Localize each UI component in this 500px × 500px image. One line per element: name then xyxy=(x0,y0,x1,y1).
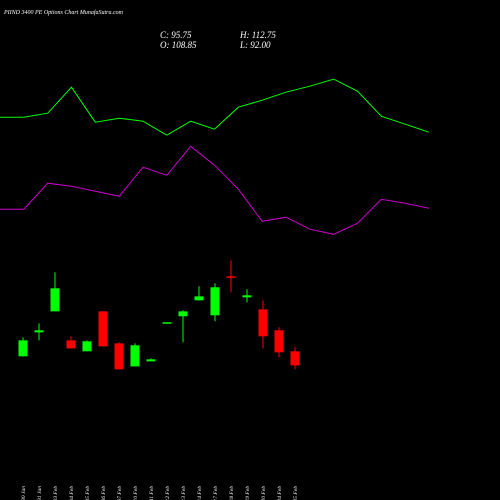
x-tick-label: 13 Feb xyxy=(181,486,187,500)
x-tick-label: 06 Feb xyxy=(101,486,107,500)
candle-body xyxy=(66,340,76,349)
x-tick-label: 31 Jan xyxy=(37,486,43,500)
candle-body xyxy=(226,276,236,278)
candle-body xyxy=(82,341,92,352)
candle-body xyxy=(50,288,60,312)
candle-body xyxy=(258,309,268,337)
overlay-line xyxy=(0,145,430,235)
x-tick-label: 10 Feb xyxy=(133,486,139,500)
x-tick-label: 05 Feb xyxy=(85,486,91,500)
x-tick-label: 07 Feb xyxy=(117,486,123,500)
candle-body xyxy=(178,311,188,317)
overlay-line xyxy=(0,78,430,136)
high-label: H: 112.75 xyxy=(239,30,276,40)
chart-title: PIIND 3400 PE Options Chart MunafaSutra.… xyxy=(3,9,124,16)
x-tick-label: 04 Feb xyxy=(68,486,75,500)
x-tick-label: 19 Feb xyxy=(245,486,251,500)
x-tick-label: 03 Feb xyxy=(53,486,59,500)
candle-body xyxy=(242,295,252,298)
candle-body xyxy=(146,359,156,362)
x-tick-label: 24 Feb xyxy=(276,486,283,500)
candle-body xyxy=(114,343,124,370)
open-label: O: 108.85 xyxy=(160,40,197,50)
x-tick-label: 25 Feb xyxy=(293,486,299,500)
low-label: L: 92.00 xyxy=(239,40,271,50)
x-tick-label: 12 Feb xyxy=(165,486,171,500)
x-tick-label: 17 Feb xyxy=(213,486,219,500)
x-tick-label: 18 Feb xyxy=(229,486,235,500)
candle-body xyxy=(162,322,172,324)
candle-body xyxy=(274,330,284,353)
candle-body xyxy=(290,351,300,366)
candle-body xyxy=(98,311,108,347)
candle-body xyxy=(18,340,28,357)
candle-body xyxy=(210,287,220,316)
candle-body xyxy=(194,296,204,301)
candle-body xyxy=(34,330,44,333)
x-tick-label: 11 Feb xyxy=(149,486,155,500)
close-label: C: 95.75 xyxy=(160,30,192,40)
x-tick-label: 30 Jan xyxy=(21,486,27,500)
x-tick-label: 14 Feb xyxy=(196,486,203,500)
candle-body xyxy=(130,345,140,367)
x-tick-label: 20 Feb xyxy=(261,486,267,500)
